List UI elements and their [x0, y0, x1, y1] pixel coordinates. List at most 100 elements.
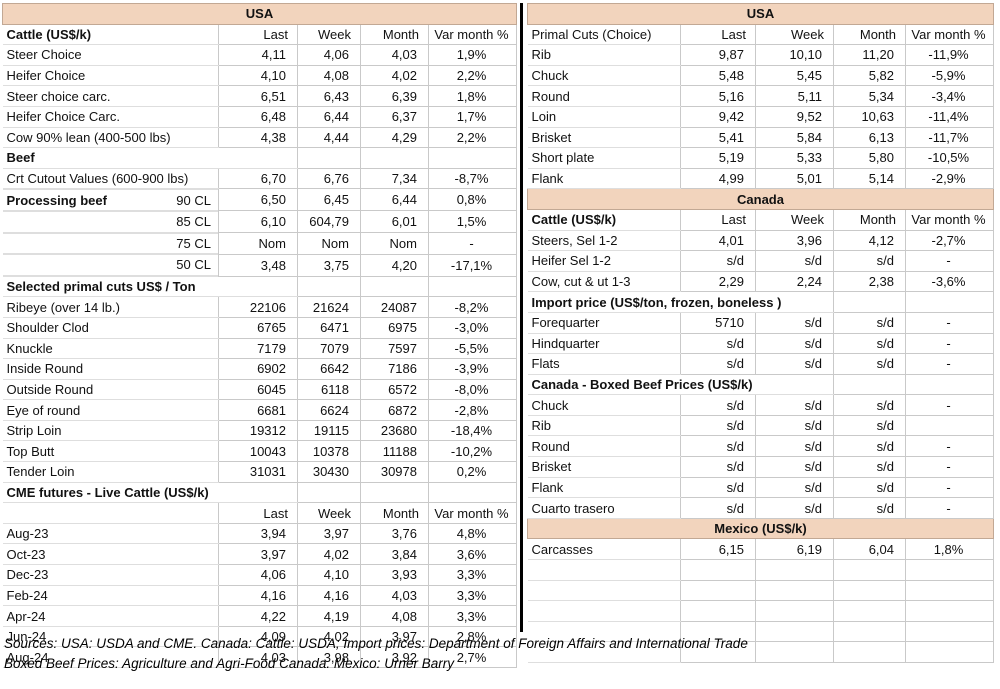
table-row: Short plate 5,19 5,33 5,80 -10,5%	[527, 147, 995, 169]
cell-value: 21624	[297, 296, 361, 318]
column-header: Last	[218, 502, 298, 524]
cell-empty	[904, 559, 995, 581]
cell-value: 0,2%	[427, 461, 518, 483]
cell-value: 9,52	[755, 105, 834, 128]
table-row: Inside Round 6902 6642 7186 -3,9%	[2, 358, 518, 380]
table-row: Processing beef 90 CL 6,50 6,45 6,44 0,8%	[2, 188, 518, 212]
cell-value: -3,4%	[904, 85, 995, 107]
table-row: Aug-24 4,03 3,98 3,92 2,7%	[2, 646, 518, 668]
sources-footer: Sources: USA: USDA and CME. Canada: Catt…	[4, 634, 748, 674]
cell-value: 4,01	[680, 229, 756, 252]
cell-value: 30430	[297, 461, 361, 483]
cell-value: -	[904, 332, 995, 355]
cell-empty	[427, 147, 518, 169]
table-row: Flank 4,99 5,01 5,14 -2,9%	[527, 167, 995, 190]
cell-value: 4,03	[218, 646, 298, 668]
cell-value: 5,16	[680, 85, 756, 107]
sources-line-1: Sources: USA: USDA and CME. Canada: Catt…	[4, 636, 748, 651]
table-row: Oct-23 3,97 4,02 3,84 3,6%	[2, 543, 518, 566]
table-row: Knuckle 7179 7079 7597 -5,5%	[2, 337, 518, 360]
cell-value: s/d	[755, 497, 834, 519]
cell-value: 3,98	[297, 646, 361, 668]
row-label: Top Butt	[2, 440, 219, 463]
cell-value: -17,1%	[427, 253, 518, 277]
cell-value: 6642	[297, 358, 361, 380]
cell-value: 3,84	[360, 543, 429, 566]
table-row: Hindquarter s/d s/d s/d -	[527, 332, 995, 355]
cell-value: 1,9%	[427, 44, 518, 66]
cell-value: 19115	[297, 419, 361, 442]
cell-empty	[904, 620, 995, 643]
cell-empty	[427, 275, 518, 298]
table-row: Last Week Month Var month %	[2, 502, 518, 524]
cell-value: 4,08	[297, 64, 361, 87]
row-label: Chuck	[527, 64, 681, 87]
cell-value: -	[427, 232, 518, 255]
cell-value: 6,13	[833, 126, 906, 149]
cell-value: -3,0%	[427, 316, 518, 339]
row-label: Shoulder Clod	[2, 316, 219, 339]
cell-value: 3,3%	[427, 605, 518, 627]
cell-value: 5,19	[680, 147, 756, 169]
row-label: Flank	[527, 476, 681, 499]
row-label: Aug-24	[2, 646, 219, 668]
table-row: Import price (US$/ton, frozen, boneless …	[527, 291, 995, 313]
table-row: Apr-24 4,22 4,19 4,08 3,3%	[2, 605, 518, 627]
cell-empty	[297, 481, 361, 504]
column-header: Var month %	[904, 23, 995, 46]
table-row: Round s/d s/d s/d -	[527, 435, 995, 458]
cell-value: 30978	[360, 461, 429, 483]
cell-value: -	[904, 394, 995, 416]
table-row: Selected primal cuts US$ / Ton	[2, 275, 518, 298]
row-label: Tender Loin	[2, 461, 219, 483]
cell-value: -10,5%	[904, 147, 995, 169]
cell-value: s/d	[755, 435, 834, 458]
cell-value: -8,7%	[427, 167, 518, 190]
table-row: Cattle (US$/k) Last Week Month Var month %	[2, 23, 518, 46]
table-row	[527, 600, 995, 622]
table-row: USA	[1, 3, 518, 25]
row-label: Steer choice carc.	[2, 85, 219, 107]
row-label: Outside Round	[2, 378, 219, 401]
cell-value: 5,82	[833, 64, 906, 87]
cell-value: 4,44	[297, 126, 361, 149]
cell-value: 3,94	[218, 522, 298, 545]
cell-empty	[680, 579, 756, 602]
row-label: Steers, Sel 1-2	[527, 229, 681, 252]
cell-value: 10378	[297, 440, 361, 463]
cell-value: -	[904, 311, 995, 334]
section-label: Canada - Boxed Beef Prices (US$/k)	[527, 373, 834, 396]
row-label: 75 CL	[2, 232, 218, 255]
cell-empty	[527, 600, 681, 622]
cell-value: 1,7%	[427, 105, 518, 128]
cell-value: 4,10	[218, 64, 298, 87]
cell-empty	[755, 620, 834, 643]
table-row: Top Butt 10043 10378 11188 -10,2%	[2, 440, 518, 463]
cell-value: 22106	[218, 296, 298, 318]
table-row: Heifer Choice Carc. 6,48 6,44 6,37 1,7%	[2, 105, 518, 128]
cell-value: 4,02	[297, 543, 361, 566]
cell-value: 4,12	[833, 229, 906, 252]
cell-value: 6,10	[218, 210, 298, 234]
cell-value: s/d	[680, 456, 756, 478]
table-row: Heifer Choice 4,10 4,08 4,02 2,2%	[2, 64, 518, 87]
cell-value: s/d	[833, 332, 906, 355]
column-header: Month	[833, 208, 906, 231]
cell-empty	[527, 559, 681, 581]
cell-empty	[680, 559, 756, 581]
cell-value: -5,9%	[904, 64, 995, 87]
cell-value: 6,19	[755, 538, 834, 561]
cell-value: 604,79	[297, 210, 361, 234]
row-label: Knuckle	[2, 337, 219, 360]
cell-value: -	[904, 250, 995, 272]
cell-value: s/d	[755, 414, 834, 437]
cell-value: 4,16	[218, 584, 298, 607]
row-label: Short plate	[527, 147, 681, 169]
cell-value: s/d	[680, 435, 756, 458]
row-sublabel: 50 CL	[176, 257, 211, 273]
table-row: Crt Cutout Values (600-900 lbs) 6,70 6,76 7…	[2, 167, 518, 190]
cell-value: 10,63	[833, 105, 906, 128]
table-row: Canada - Boxed Beef Prices (US$/k)	[527, 373, 995, 396]
region-band: Mexico (US$/k)	[526, 517, 995, 540]
